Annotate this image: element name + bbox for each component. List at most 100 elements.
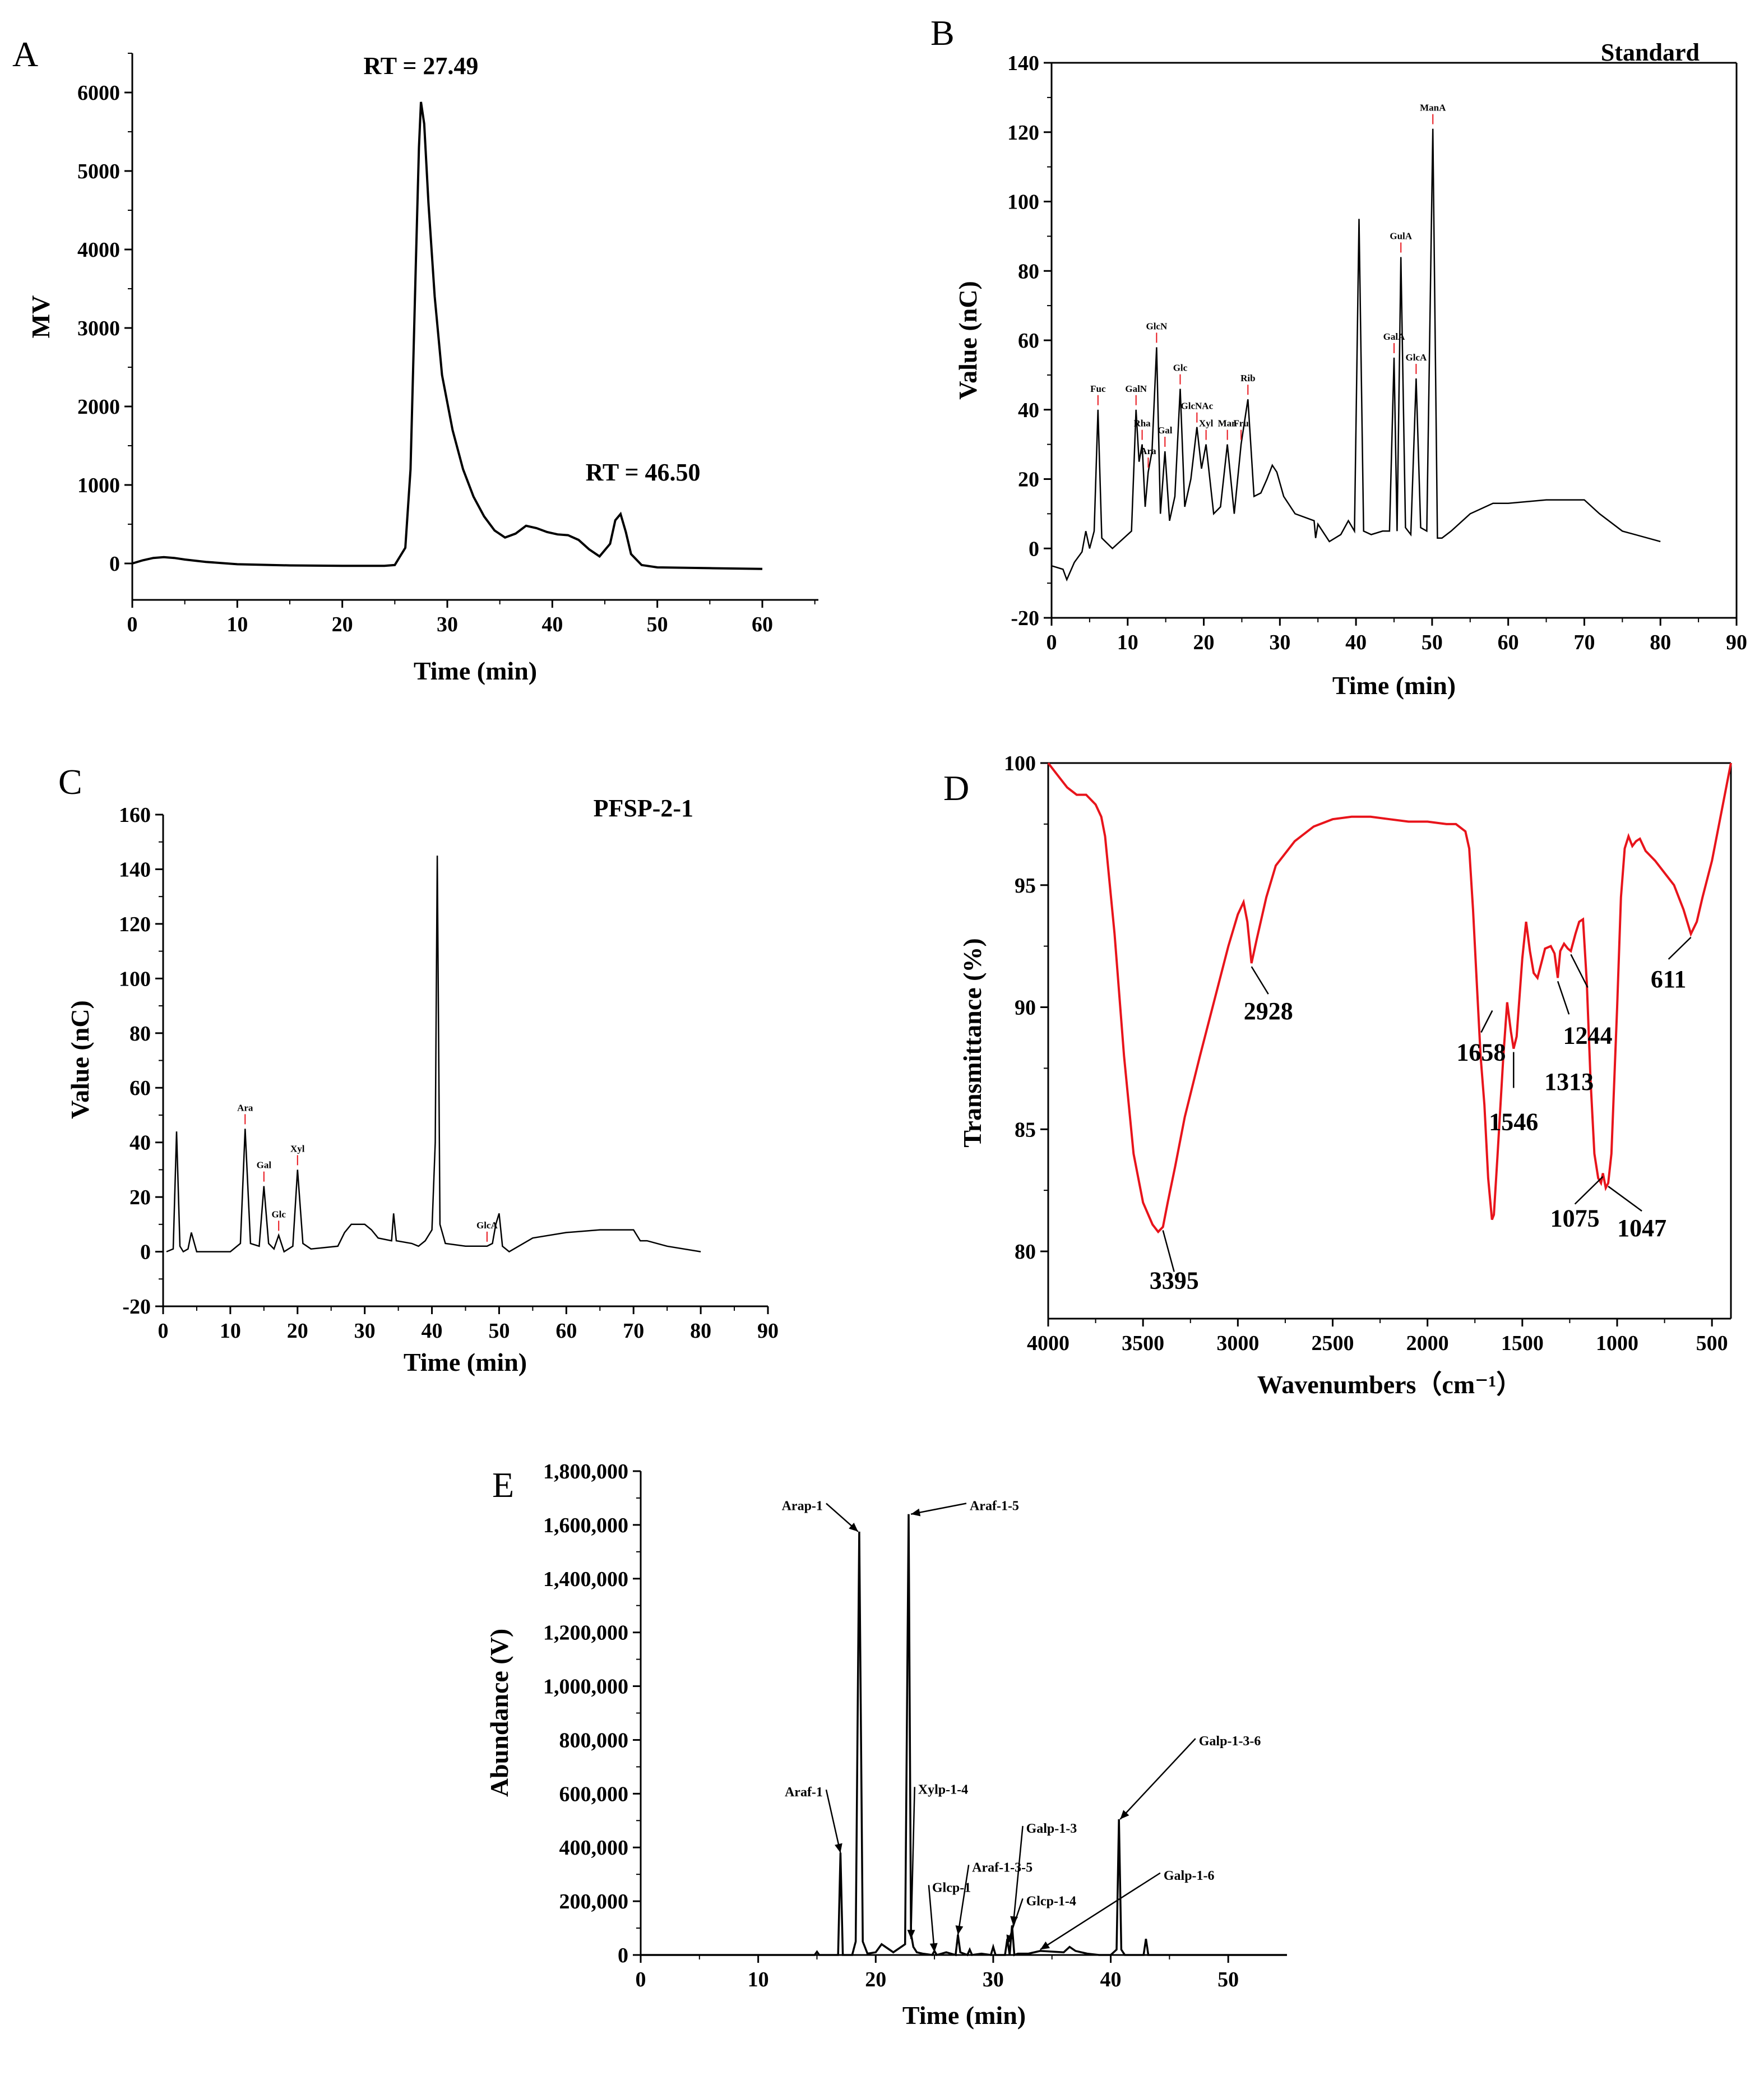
y-tick-label: 85: [1015, 1118, 1036, 1141]
x-tick-label: 0: [636, 1968, 646, 1991]
peak-arrowhead: [955, 1925, 964, 1935]
y-tick-label: 1,400,000: [543, 1568, 628, 1591]
panel-e-x-label: Time (min): [902, 2001, 1026, 2030]
y-tick-label: 40: [129, 1131, 151, 1155]
x-tick-label: 10: [220, 1319, 241, 1343]
peak-label: Araf-1: [785, 1785, 823, 1800]
y-tick-label: 90: [1015, 996, 1036, 1020]
peak-arrow: [910, 1503, 967, 1515]
x-tick-label: 10: [748, 1968, 769, 1991]
peak-arrowhead: [835, 1843, 842, 1853]
panel-c-x-label: Time (min): [404, 1348, 527, 1376]
peak-label: Gal: [257, 1160, 272, 1171]
band-leader: [1570, 954, 1589, 988]
y-tick-label: 40: [1018, 399, 1039, 422]
peak-label: Fru: [1233, 418, 1248, 429]
y-tick-label: -20: [1011, 607, 1039, 630]
panel-a-x-label: Time (min): [414, 657, 537, 685]
peak-label: Rib: [1240, 373, 1255, 383]
x-tick-label: 30: [983, 1968, 1004, 1991]
panel-b: B 0 10 20 30 40 50 60 70 80 90 -20 0 20 40 60 80 100 120 1…: [930, 13, 1747, 700]
peak-arrowhead: [929, 1943, 938, 1953]
y-tick-label: 0: [1029, 537, 1039, 561]
y-tick-label: 100: [1004, 752, 1036, 775]
panel-b-letter: B: [930, 13, 955, 53]
panel-d: D 4000 3500 3000 2500 2000 1500 1000 500 80 85 90 9…: [943, 752, 1732, 1399]
y-tick-label: 0: [618, 1944, 628, 1967]
peak-arrow: [957, 1865, 970, 1935]
y-tick-label: 600,000: [559, 1782, 629, 1806]
panel-c-ticks: 0 10 20 30 40 50 60 70 80 90 -20 0 20 40 60 80 100 120 140…: [119, 803, 779, 1343]
peak-label: Man: [1218, 418, 1238, 429]
x-tick-label: 70: [1573, 631, 1595, 654]
peak-label: GalA: [1383, 331, 1405, 342]
band-label: 1546: [1489, 1108, 1538, 1136]
x-tick-label: 60: [752, 613, 773, 636]
x-tick-label: 40: [1345, 631, 1367, 654]
peak-arrowhead: [849, 1523, 858, 1532]
peak-label: Galp-1-3-6: [1199, 1734, 1261, 1749]
peak-label: Araf-1-5: [970, 1499, 1019, 1514]
x-tick-label: 1000: [1596, 1332, 1638, 1355]
panel-b-ticks: 0 10 20 30 40 50 60 70 80 90 -20 0 20 40 60 80 100 120 140: [1007, 52, 1747, 654]
x-tick-label: 2000: [1406, 1332, 1449, 1355]
x-tick-label: 30: [437, 613, 458, 636]
y-tick-label: 60: [1018, 329, 1039, 353]
x-tick-label: 3000: [1216, 1332, 1259, 1355]
peak-label: GalN: [1125, 383, 1147, 394]
band-label: 1075: [1550, 1205, 1600, 1232]
x-tick-label: 10: [226, 613, 248, 636]
band-leader: [1608, 1186, 1642, 1212]
peak-arrow: [825, 1789, 841, 1853]
panel-c: C 0 10 20 30 40 50 60 70 80 90 -20 0 20 40 60 80 100 120 1…: [58, 762, 779, 1376]
x-tick-label: 40: [1100, 1968, 1122, 1991]
peak-label: GlcN: [1146, 321, 1167, 331]
y-tick-label: 4000: [77, 238, 120, 262]
peak-label: Ara: [1140, 446, 1156, 456]
panel-e-letter: E: [492, 1465, 514, 1505]
peak-arrow: [1040, 1872, 1161, 1950]
band-label: 3395: [1150, 1267, 1199, 1294]
band-leader: [1162, 1230, 1175, 1272]
y-tick-label: 3000: [77, 317, 120, 340]
y-tick-label: 95: [1015, 874, 1036, 898]
y-tick-label: 60: [129, 1076, 151, 1100]
y-tick-label: 140: [1007, 52, 1039, 75]
peak-arrow: [910, 1787, 915, 1939]
band-label: 2928: [1244, 997, 1293, 1025]
x-tick-label: 50: [647, 613, 668, 636]
y-tick-label: 160: [119, 803, 151, 827]
panel-d-ftir-line: [1047, 762, 1732, 1234]
panel-c-title: PFSP-2-1: [594, 794, 693, 822]
y-tick-label: 100: [119, 967, 151, 991]
panel-a-ticks: 0 10 20 30 40 50 60 0 1000 2000 3000 4000 5000 6000: [77, 53, 816, 636]
band-leader: [1668, 936, 1692, 960]
y-tick-label: -20: [122, 1295, 151, 1319]
peak-label: Rha: [1133, 418, 1151, 429]
y-tick-label: 1,200,000: [543, 1621, 628, 1645]
y-tick-label: 800,000: [559, 1728, 629, 1752]
panel-b-y-label: Value (nC): [953, 281, 982, 400]
x-tick-label: 20: [332, 613, 353, 636]
panel-e-ticks: 0 10 20 30 40 50 0 200,000 400,000 600,000 800,000…: [543, 1460, 1239, 1991]
y-tick-label: 1000: [77, 474, 120, 497]
y-tick-label: 20: [129, 1186, 151, 1209]
panel-b-chromatogram-line: [1051, 128, 1661, 582]
peak-label: ManA: [1420, 103, 1446, 113]
peak-arrowhead: [1120, 1810, 1129, 1819]
peak-label: Xyl: [290, 1143, 305, 1154]
x-tick-label: 20: [1193, 631, 1215, 654]
band-leader: [1557, 981, 1570, 1015]
band-label: 1244: [1563, 1021, 1612, 1049]
peak-label: Galp-1-6: [1164, 1869, 1215, 1883]
y-tick-label: 80: [1018, 260, 1039, 283]
x-tick-label: 1500: [1501, 1332, 1544, 1355]
x-tick-label: 80: [1650, 631, 1671, 654]
y-tick-label: 400,000: [559, 1836, 629, 1860]
peak-label: Xyl: [1199, 418, 1214, 429]
peak-label: Galp-1-3: [1026, 1822, 1077, 1836]
x-tick-label: 20: [287, 1319, 308, 1343]
